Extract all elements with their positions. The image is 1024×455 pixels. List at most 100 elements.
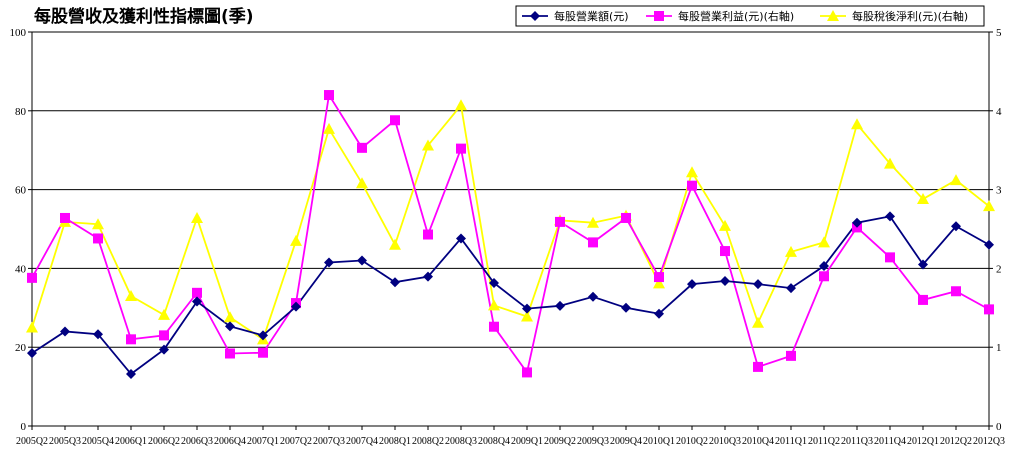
data-point-triangle — [917, 193, 929, 205]
legend-label: 每股營業利益(元)(右軸) — [678, 9, 794, 23]
data-point-diamond — [522, 303, 532, 314]
right-tick-label: 4 — [996, 106, 1002, 118]
x-tick-label: 2011Q3 — [841, 436, 873, 447]
data-point-triangle — [224, 311, 236, 323]
left-tick-label: 20 — [15, 342, 27, 354]
series-line — [31, 103, 990, 341]
x-tick-label: 2007Q4 — [346, 436, 378, 447]
data-point-diamond — [489, 277, 499, 288]
right-tick-label: 1 — [996, 342, 1002, 354]
x-tick-label: 2012Q2 — [940, 436, 972, 447]
left-tick-label: 80 — [15, 106, 27, 118]
x-tick-label: 2009Q2 — [544, 436, 576, 447]
data-point-diamond — [687, 279, 697, 290]
data-point-diamond — [291, 301, 301, 312]
data-point-square — [720, 246, 730, 257]
data-point-triangle — [851, 118, 863, 130]
x-tick-label: 2010Q4 — [742, 436, 774, 447]
right-tick-label: 5 — [996, 27, 1002, 39]
data-point-square — [489, 321, 499, 332]
legend-label: 每股稅後淨利(元)(右軸) — [852, 9, 968, 23]
data-point-triangle — [191, 211, 203, 223]
data-point-square — [588, 237, 598, 248]
data-point-square — [192, 287, 202, 298]
data-point-diamond — [819, 261, 829, 272]
data-point-square — [786, 350, 796, 361]
chart-title: 每股營收及獲利性指標圖(季) — [34, 6, 254, 27]
data-point-triangle — [389, 238, 401, 250]
data-point-square — [225, 348, 235, 359]
data-point-square — [984, 304, 994, 315]
x-tick-label: 2010Q1 — [643, 436, 675, 447]
x-tick-label: 2011Q2 — [808, 436, 840, 447]
data-point-diamond — [126, 368, 136, 379]
data-point-square — [654, 272, 664, 283]
gridlines — [32, 31, 989, 348]
x-tick-label: 2006Q4 — [214, 436, 246, 447]
data-point-square — [555, 216, 565, 227]
data-point-square — [885, 252, 895, 263]
data-point-square — [819, 271, 829, 282]
x-tick-label: 2012Q1 — [907, 436, 939, 447]
x-tick-label: 2010Q3 — [709, 436, 741, 447]
x-tick-label: 2008Q2 — [412, 436, 444, 447]
data-point-square — [324, 90, 334, 101]
legend-box — [515, 5, 985, 27]
data-point-triangle — [719, 219, 731, 231]
x-tick-label: 2009Q4 — [610, 436, 642, 447]
data-point-square — [522, 367, 532, 378]
data-point-triangle — [323, 122, 335, 134]
data-point-diamond — [786, 283, 796, 294]
data-point-triangle — [752, 316, 764, 328]
data-point-diamond — [852, 217, 862, 228]
data-point-diamond — [918, 259, 928, 270]
data-point-square — [93, 233, 103, 244]
data-point-triangle — [488, 299, 500, 311]
data-point-triangle — [92, 218, 104, 230]
left-tick-label: 60 — [15, 185, 27, 197]
x-tick-label: 2005Q4 — [82, 436, 114, 447]
data-point-diamond — [588, 291, 598, 302]
x-tick-label: 2008Q4 — [478, 436, 510, 447]
x-tick-label: 2006Q2 — [148, 436, 180, 447]
data-point-diamond — [93, 329, 103, 340]
data-point-square — [951, 286, 961, 297]
data-point-square — [456, 143, 466, 154]
series-markers — [26, 90, 995, 379]
data-point-square — [390, 115, 400, 126]
data-point-diamond — [423, 271, 433, 282]
x-tick-label: 2012Q3 — [973, 436, 1005, 447]
x-tick-label: 2009Q3 — [577, 436, 609, 447]
data-point-triangle — [356, 177, 368, 189]
right-tick-label: 0 — [996, 421, 1002, 433]
data-point-square — [423, 229, 433, 240]
x-tick-label: 2008Q3 — [445, 436, 477, 447]
data-point-diamond — [530, 11, 540, 21]
x-tick-label: 2005Q3 — [49, 436, 81, 447]
data-point-triangle — [587, 216, 599, 228]
data-point-square — [357, 142, 367, 153]
left-tick-label: 40 — [15, 263, 27, 275]
right-tick-label: 2 — [996, 263, 1002, 275]
axes — [28, 31, 993, 430]
right-tick-label: 3 — [996, 185, 1002, 197]
data-point-triangle — [950, 174, 962, 186]
data-point-diamond — [258, 330, 268, 341]
x-tick-label: 2006Q1 — [115, 436, 147, 447]
data-point-triangle — [653, 277, 665, 289]
data-point-triangle — [26, 321, 38, 333]
data-point-diamond — [555, 300, 565, 311]
x-tick-label: 2011Q4 — [874, 436, 906, 447]
series-line — [31, 92, 990, 375]
data-point-diamond — [951, 221, 961, 232]
data-point-diamond — [984, 239, 994, 250]
data-point-triangle — [422, 139, 434, 151]
data-point-diamond — [192, 296, 202, 307]
data-point-diamond — [324, 257, 334, 268]
data-point-diamond — [357, 255, 367, 266]
data-point-square — [918, 294, 928, 305]
data-point-diamond — [27, 348, 37, 359]
left-tick-label: 100 — [10, 27, 27, 39]
data-point-square — [258, 347, 268, 358]
